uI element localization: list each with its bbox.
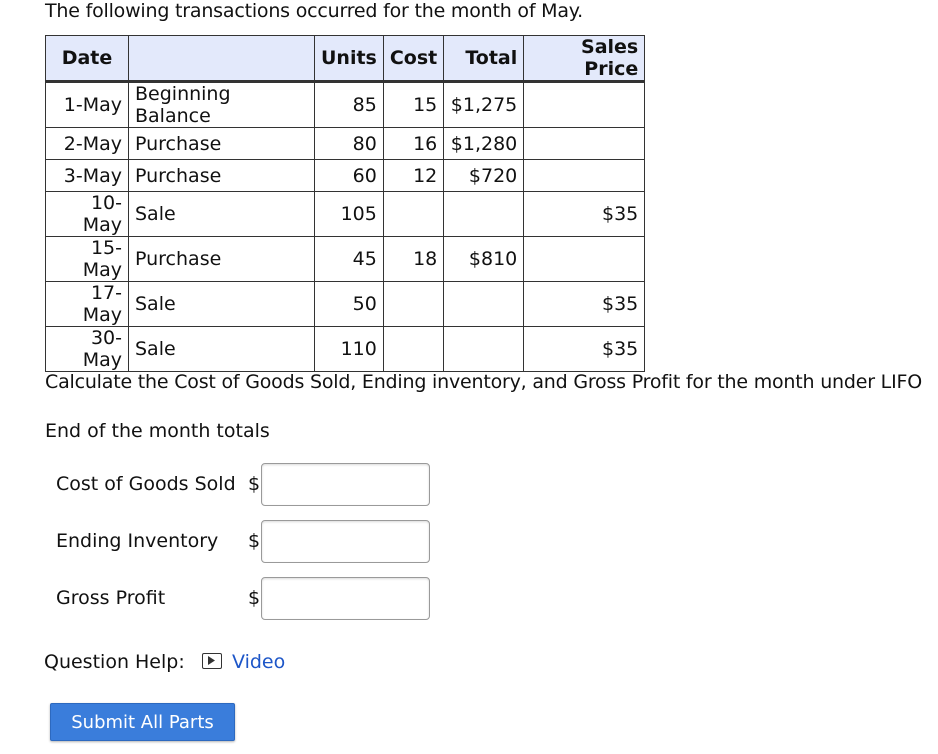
cell-units: 60 (314, 159, 384, 192)
ending-inventory-input[interactable] (261, 520, 430, 563)
cell-total: $810 (443, 236, 525, 282)
cell-description: Purchase (128, 236, 315, 282)
table-header-row: Date Units Cost Total Sales Price (45, 35, 646, 83)
cell-sales-price (523, 236, 646, 282)
cell-cost: 15 (382, 81, 445, 128)
transactions-table: Date Units Cost Total Sales Price 1-May … (45, 35, 646, 372)
cell-units: 110 (314, 326, 384, 372)
cogs-currency: $ (248, 473, 261, 495)
cell-cost: 12 (382, 159, 445, 192)
cell-date: 10-May (45, 191, 129, 237)
question-text: Calculate the Cost of Goods Sold, Ending… (45, 371, 922, 393)
cell-cost (382, 281, 445, 327)
cell-total: $1,280 (443, 127, 525, 160)
cell-total (443, 281, 525, 327)
cell-date: 15-May (45, 236, 129, 282)
column-header-description (128, 35, 315, 83)
cell-description: Beginning Balance (128, 81, 315, 128)
submit-all-parts-button[interactable]: Submit All Parts (50, 703, 235, 741)
cell-sales-price: $35 (523, 191, 646, 237)
cell-sales-price (523, 159, 646, 192)
cell-cost (382, 326, 445, 372)
ending-inventory-currency: $ (248, 530, 261, 552)
cogs-label: Cost of Goods Sold (56, 473, 236, 495)
cell-total: $720 (443, 159, 525, 192)
table-row: 15-May Purchase 45 18 $810 (45, 236, 646, 282)
cell-units: 50 (314, 281, 384, 327)
question-help: Question Help: Video (44, 651, 285, 673)
cell-total (443, 326, 525, 372)
ending-inventory-label: Ending Inventory (56, 530, 219, 552)
table-row: 30-May Sale 110 $35 (45, 326, 646, 372)
cell-description: Purchase (128, 127, 315, 160)
cogs-input[interactable] (261, 463, 430, 506)
table-row: 1-May Beginning Balance 85 15 $1,275 (45, 81, 646, 128)
table-row: 17-May Sale 50 $35 (45, 281, 646, 327)
table-row: 3-May Purchase 60 12 $720 (45, 159, 646, 192)
cell-date: 3-May (45, 159, 129, 192)
cell-sales-price: $35 (523, 281, 646, 327)
video-link[interactable]: Video (232, 651, 286, 673)
gross-profit-input[interactable] (261, 577, 430, 620)
end-totals-label: End of the month totals (45, 420, 270, 442)
gross-profit-label: Gross Profit (56, 587, 166, 609)
column-header-units: Units (314, 35, 384, 83)
cell-sales-price (523, 81, 646, 128)
cell-total: $1,275 (443, 81, 525, 128)
cell-description: Sale (128, 191, 315, 237)
cell-cost: 16 (382, 127, 445, 160)
table-row: 2-May Purchase 80 16 $1,280 (45, 127, 646, 160)
video-icon[interactable] (202, 653, 222, 669)
cell-date: 1-May (45, 81, 129, 128)
cell-units: 80 (314, 127, 384, 160)
cell-date: 17-May (45, 281, 129, 327)
cell-description: Purchase (128, 159, 315, 192)
cell-units: 85 (314, 81, 384, 128)
cell-units: 105 (314, 191, 384, 237)
cell-total (443, 191, 525, 237)
question-help-label: Question Help: (44, 651, 185, 673)
column-header-date: Date (45, 35, 129, 83)
cell-cost (382, 191, 445, 237)
intro-text: The following transactions occurred for … (45, 0, 583, 22)
table-row: 10-May Sale 105 $35 (45, 191, 646, 237)
cell-units: 45 (314, 236, 384, 282)
cell-cost: 18 (382, 236, 445, 282)
cell-description: Sale (128, 326, 315, 372)
cell-date: 2-May (45, 127, 129, 160)
cell-description: Sale (128, 281, 315, 327)
column-header-sales-price: Sales Price (523, 35, 646, 83)
column-header-total: Total (443, 35, 525, 83)
column-header-cost: Cost (382, 35, 445, 83)
cell-sales-price (523, 127, 646, 160)
gross-profit-currency: $ (248, 587, 261, 609)
cell-sales-price: $35 (523, 326, 646, 372)
cell-date: 30-May (45, 326, 129, 372)
